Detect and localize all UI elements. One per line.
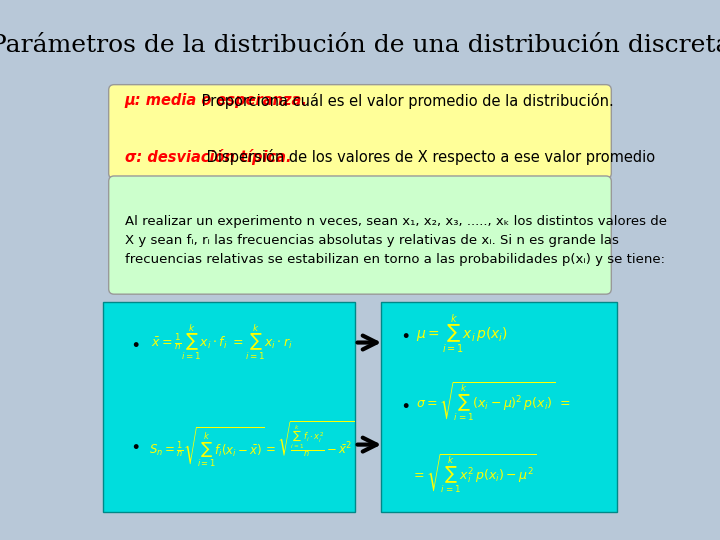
Text: Parámetros de la distribución de una distribución discreta: Parámetros de la distribución de una dis… <box>0 33 720 57</box>
Text: $\bullet$: $\bullet$ <box>130 436 140 454</box>
Text: $\bullet$: $\bullet$ <box>400 395 410 413</box>
Text: $\bullet$: $\bullet$ <box>130 334 140 352</box>
Text: Proporciona cuál es el valor promedio de la distribución.: Proporciona cuál es el valor promedio de… <box>197 93 613 109</box>
Text: μ: media o esperanza.: μ: media o esperanza. <box>125 93 307 109</box>
Text: Al realizar un experimento n veces, sean x₁, x₂, x₃, ....., xₖ los distintos val: Al realizar un experimento n veces, sean… <box>125 215 667 266</box>
Text: Dispersión de los valores de X respecto a ese valor promedio: Dispersión de los valores de X respecto … <box>202 149 655 165</box>
Text: $= \sqrt{\sum_{i=1}^{k} x_i^2 \, p(x_i) - \mu^2}$: $= \sqrt{\sum_{i=1}^{k} x_i^2 \, p(x_i) … <box>411 453 536 495</box>
Text: $\mu = \sum_{i=1}^{k} x_i \, p(x_i)$: $\mu = \sum_{i=1}^{k} x_i \, p(x_i)$ <box>416 313 508 356</box>
FancyBboxPatch shape <box>382 302 616 512</box>
Text: σ: desviación típica.: σ: desviación típica. <box>125 149 291 165</box>
Text: $\bar{x} = \frac{1}{n}\sum_{i=1}^{k} x_i \cdot f_i \ = \sum_{i=1}^{k} x_i \cdot : $\bar{x} = \frac{1}{n}\sum_{i=1}^{k} x_i… <box>151 323 293 362</box>
Text: $S_n = \frac{1}{n}\sqrt{\sum_{i=1}^{k} f_i(x_i - \bar{x})} = \sqrt{\frac{\sum_{i: $S_n = \frac{1}{n}\sqrt{\sum_{i=1}^{k} f… <box>149 420 355 469</box>
Text: $\sigma = \sqrt{\sum_{i=1}^{k}(x_i - \mu)^2 \, p(x_i)} \ =$: $\sigma = \sqrt{\sum_{i=1}^{k}(x_i - \mu… <box>416 381 571 423</box>
FancyBboxPatch shape <box>109 176 611 294</box>
FancyBboxPatch shape <box>109 85 611 179</box>
Text: $\bullet$: $\bullet$ <box>400 326 410 343</box>
FancyBboxPatch shape <box>104 302 355 512</box>
